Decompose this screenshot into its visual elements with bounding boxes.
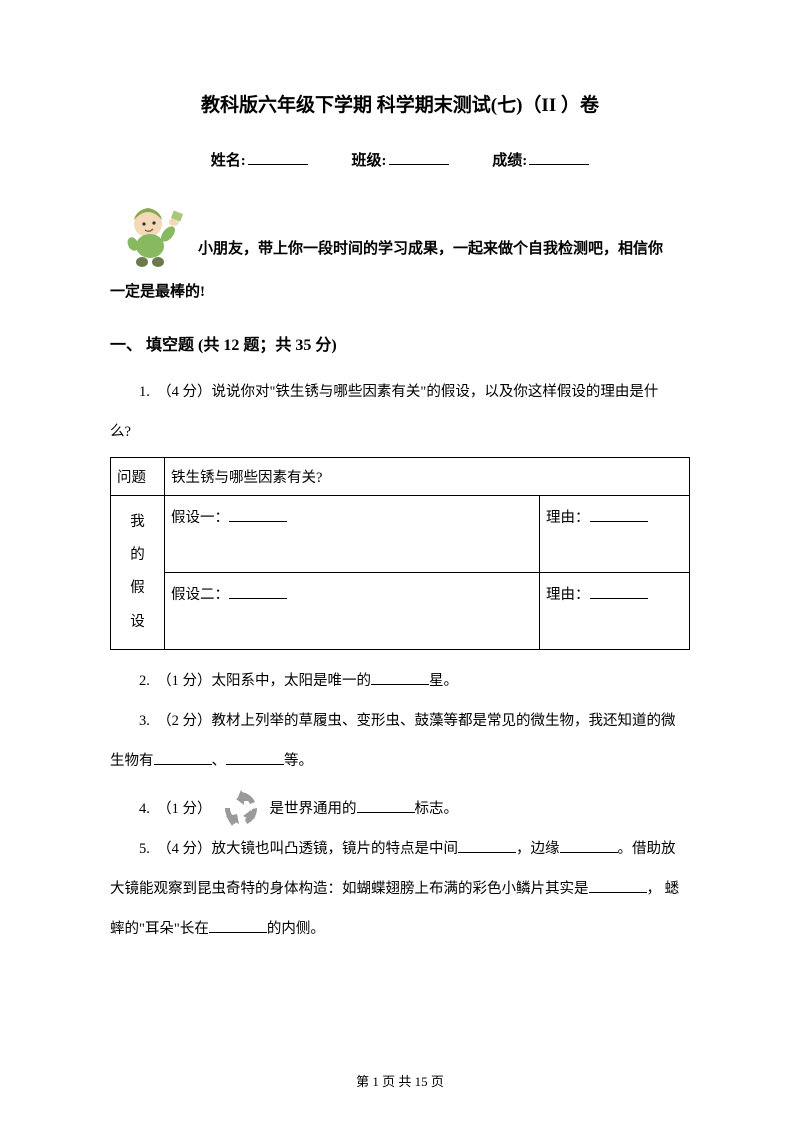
table-cell-hyp1[interactable]: 假设一： — [165, 495, 540, 572]
q4-post: 是世界通用的标志。 — [270, 794, 459, 826]
table-cell-reason1[interactable]: 理由： — [540, 495, 690, 572]
score-blank[interactable] — [529, 164, 589, 165]
question-5-line2: 大镜能观察到昆虫奇特的身体构造：如蝴蝶翅膀上布满的彩色小鳞片其实是， 蟋 — [110, 874, 690, 906]
q5-blank3[interactable] — [589, 892, 647, 893]
q4-pre: 4. （1 分） — [110, 794, 212, 826]
page-footer: 第 1 页 共 15 页 — [0, 1071, 800, 1090]
class-label: 班级: — [352, 153, 387, 169]
class-blank[interactable] — [389, 164, 449, 165]
section-1-heading: 一、 填空题 (共 12 题；共 35 分) — [110, 331, 690, 355]
q3-blank1[interactable] — [154, 764, 212, 765]
question-4: 4. （1 分） 是世界通用的标志。 — [110, 786, 690, 826]
q5-blank1[interactable] — [458, 852, 516, 853]
question-1-line2: 么? — [110, 417, 690, 449]
hypothesis-table: 问题 铁生锈与哪些因素有关? 我的假设 假设一： 理由： 假设二： 理由： — [110, 457, 690, 650]
q2-blank[interactable] — [371, 684, 429, 685]
name-blank[interactable] — [248, 164, 308, 165]
intro-text-2: 一定是最棒的! — [110, 276, 690, 309]
intro-text-1: 小朋友，带上你一段时间的学习成果，一起来做个自我检测吧，相信你 — [198, 233, 663, 272]
table-cell-my-hypothesis-label: 我的假设 — [111, 495, 165, 649]
student-info-line: 姓名: 班级: 成绩: — [110, 149, 690, 170]
q5-blank4[interactable] — [209, 932, 267, 933]
question-2: 2. （1 分）太阳系中，太阳是唯一的星。 — [110, 666, 690, 698]
question-3-line1: 3. （2 分）教材上列举的草履虫、变形虫、鼓藻等都是常见的微生物，我还知道的微 — [110, 706, 690, 738]
page-title: 教科版六年级下学期 科学期末测试(七)（II ）卷 — [110, 90, 690, 117]
question-5-line1: 5. （4 分）放大镜也叫凸透镜，镜片的特点是中间，边缘。借助放 — [110, 834, 690, 866]
question-5-line3: 蟀的"耳朵"长在的内侧。 — [110, 914, 690, 946]
table-cell-problem-label: 问题 — [111, 457, 165, 495]
question-1-line1: 1. （4 分）说说你对"铁生锈与哪些因素有关"的假设，以及你这样假设的理由是什 — [110, 377, 690, 409]
cartoon-child-icon — [110, 200, 192, 272]
recycle-icon — [218, 786, 264, 832]
table-cell-problem-text: 铁生锈与哪些因素有关? — [165, 457, 690, 495]
table-cell-reason2[interactable]: 理由： — [540, 572, 690, 649]
question-3-line2: 生物有、等。 — [110, 746, 690, 778]
table-cell-hyp2[interactable]: 假设二： — [165, 572, 540, 649]
q3-blank2[interactable] — [226, 764, 284, 765]
name-label: 姓名: — [211, 153, 246, 169]
score-label: 成绩: — [492, 153, 527, 169]
q5-blank2[interactable] — [560, 852, 618, 853]
q4-blank[interactable] — [357, 812, 415, 813]
